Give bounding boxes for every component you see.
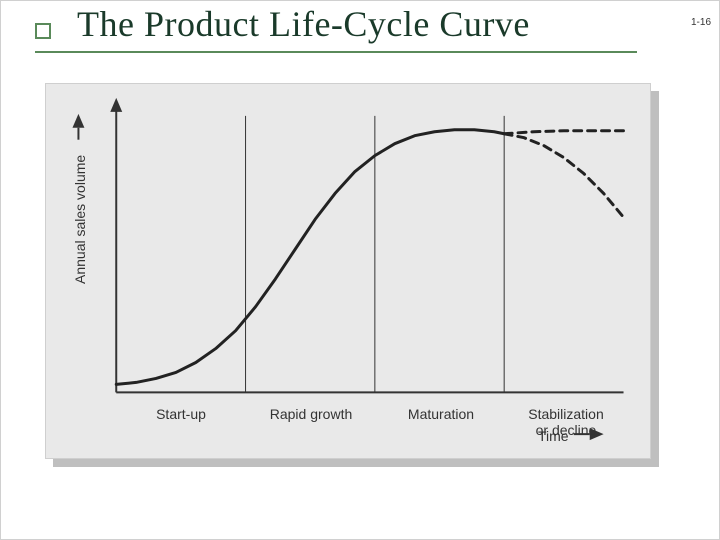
- phase-label-stabilization-decline: Stabilization or decline: [511, 406, 621, 438]
- page-number: 1-16: [691, 17, 711, 28]
- phase-label-maturation: Maturation: [386, 406, 496, 422]
- title-underline: [35, 51, 637, 53]
- title-accent-square: [35, 23, 51, 39]
- y-axis-label: Annual sales volume: [72, 155, 88, 284]
- phase-label-rapid-growth: Rapid growth: [256, 406, 366, 422]
- y-axis-arrow: [110, 98, 122, 112]
- phase-label-startup: Start-up: [126, 406, 236, 422]
- product-lifecycle-chart: Annual sales volume Time Start-up Rapid …: [45, 83, 651, 459]
- decline-dashed: [504, 134, 623, 218]
- slide-title: The Product Life-Cycle Curve: [77, 3, 530, 45]
- y-label-arrow: [72, 114, 84, 128]
- main-curve: [116, 130, 504, 385]
- chart-svg: [46, 84, 650, 458]
- stabilize-dashed: [504, 131, 623, 134]
- slide: The Product Life-Cycle Curve 1-16 Annual…: [0, 0, 720, 540]
